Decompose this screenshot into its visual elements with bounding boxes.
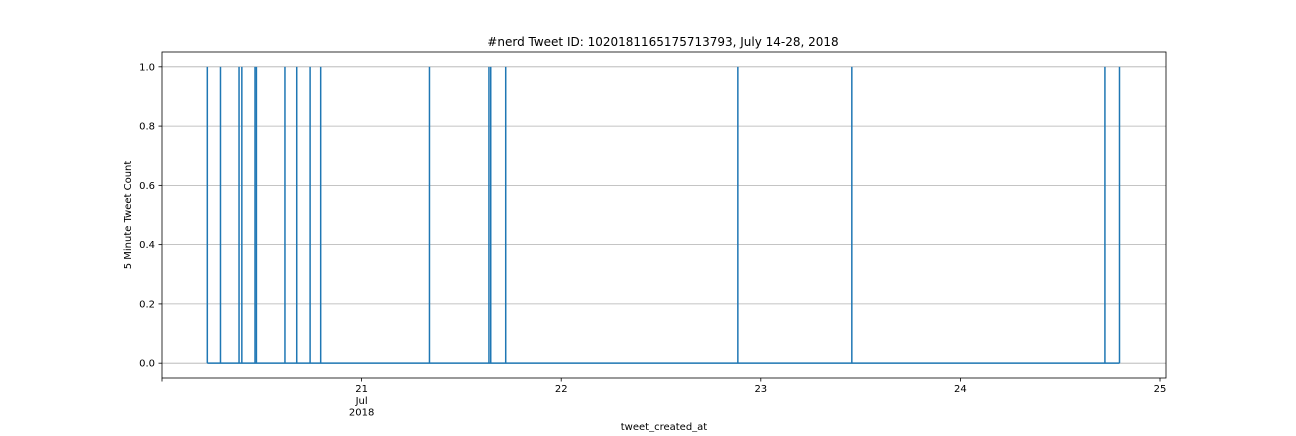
x-tick-label: 23 [754, 384, 767, 395]
series-layer [206, 66, 1121, 364]
y-tick-label: 1.0 [139, 62, 155, 73]
x-tick-sublabel: 2018 [349, 408, 374, 419]
y-tick-label: 0.8 [139, 122, 155, 133]
y-tick-label: 0.0 [139, 359, 155, 370]
y-tick-label: 0.4 [139, 240, 155, 251]
grid-lines [162, 66, 1166, 364]
y-tick-label: 0.6 [139, 181, 155, 192]
x-tick-label: 25 [1154, 384, 1167, 395]
chart-title: #nerd Tweet ID: 1020181165175713793, Jul… [487, 35, 838, 49]
x-tick-label: 24 [954, 384, 967, 395]
x-axis-label: tweet_created_at [621, 422, 708, 432]
plot-frame [161, 51, 1167, 379]
y-axis-label: 5 Minute Tweet Count [123, 161, 134, 270]
y-tick-label: 0.2 [139, 299, 155, 310]
x-tick-label: 21 [355, 384, 368, 395]
y-axis: 0.0 0.2 0.4 0.6 0.8 1.0 [139, 62, 162, 370]
x-tick-sublabel: Jul [355, 396, 368, 407]
x-tick-label: 22 [555, 384, 568, 395]
